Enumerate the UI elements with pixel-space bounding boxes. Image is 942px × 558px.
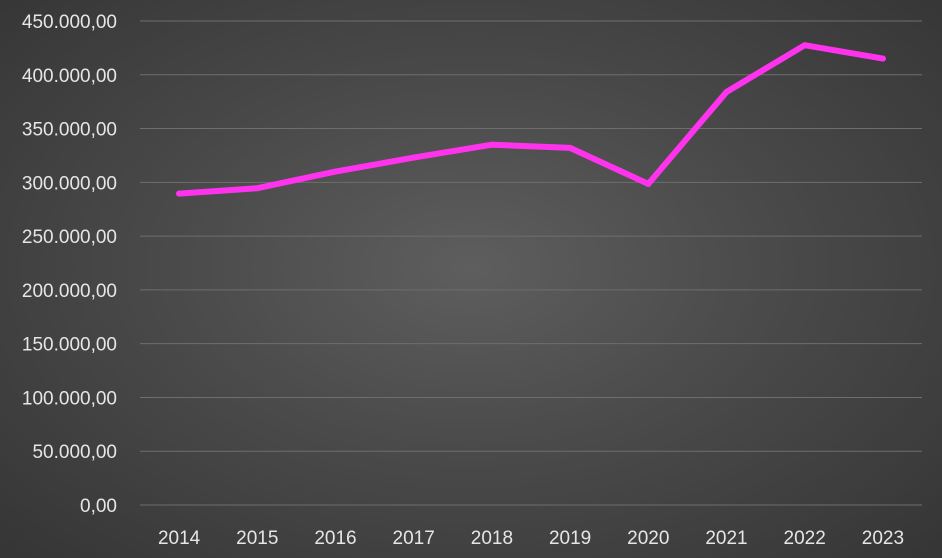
data-point (176, 190, 183, 197)
x-tick-label: 2017 (393, 528, 435, 549)
y-tick-label: 400.000,00 (22, 66, 117, 87)
data-point (488, 141, 495, 148)
x-tick-label: 2023 (862, 528, 904, 549)
series-line (176, 42, 886, 197)
y-tick-label: 100.000,00 (22, 388, 117, 409)
x-tick-label: 2015 (236, 528, 278, 549)
x-tick-label: 2016 (314, 528, 356, 549)
data-point (801, 42, 808, 49)
y-tick-label: 200.000,00 (22, 281, 117, 302)
data-point (410, 154, 417, 161)
y-tick-label: 300.000,00 (22, 173, 117, 194)
y-tick-label: 250.000,00 (22, 227, 117, 248)
x-tick-label: 2022 (784, 528, 826, 549)
data-point (254, 185, 261, 192)
y-tick-label: 450.000,00 (22, 12, 117, 33)
y-tick-label: 0,00 (80, 496, 117, 517)
data-point (645, 180, 652, 187)
x-tick-label: 2019 (549, 528, 591, 549)
y-tick-label: 350.000,00 (22, 120, 117, 141)
y-tick-label: 50.000,00 (32, 442, 117, 463)
data-point (332, 168, 339, 175)
data-point (723, 88, 730, 95)
x-tick-label: 2020 (627, 528, 669, 549)
y-tick-label: 150.000,00 (22, 335, 117, 356)
data-point (567, 144, 574, 151)
x-tick-label: 2018 (471, 528, 513, 549)
x-tick-label: 2014 (158, 528, 201, 549)
x-tick-label: 2021 (705, 528, 747, 549)
data-point (879, 55, 886, 62)
